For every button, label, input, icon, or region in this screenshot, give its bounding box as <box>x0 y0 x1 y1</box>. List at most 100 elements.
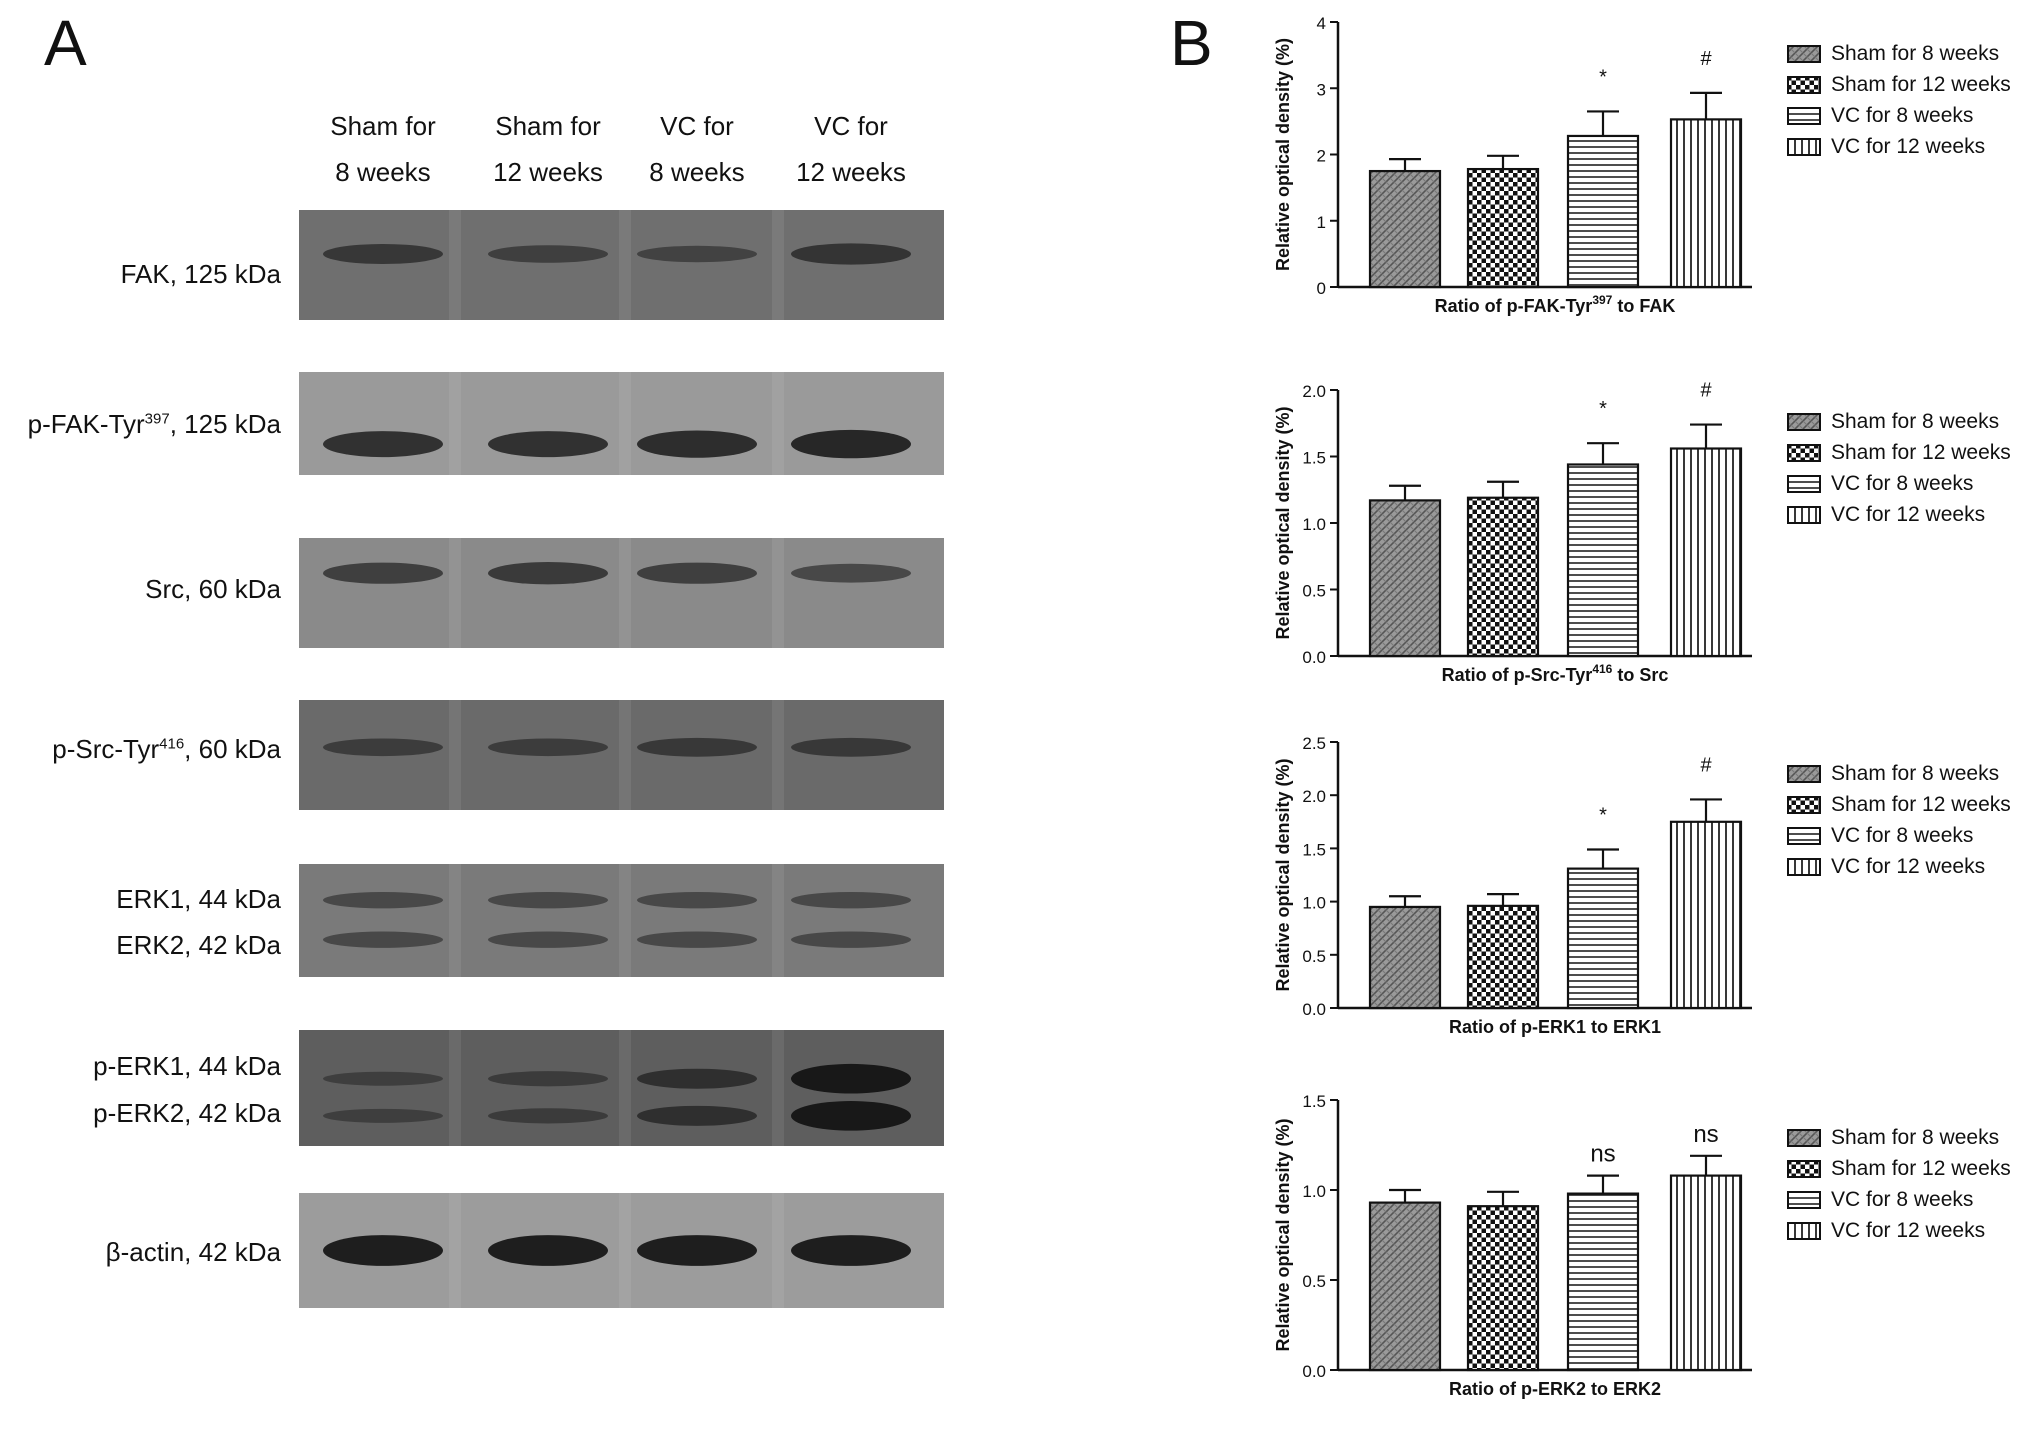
lane-gap <box>772 210 784 320</box>
lane-gap <box>449 1193 461 1308</box>
legend-label: VC for 12 weeks <box>1831 134 1986 158</box>
legend-swatch <box>1787 795 1821 814</box>
significance-label: # <box>1700 48 1712 70</box>
lane-label: VC for 12 weeks <box>761 103 941 195</box>
y-tick-label: 4 <box>1317 14 1326 33</box>
bar <box>1466 904 1540 1010</box>
chart-legend: Sham for 8 weeks Sham for 12 weeks VC for … <box>1787 38 2011 162</box>
blot-band <box>637 430 757 458</box>
blot-label-sup: 397 <box>144 410 170 428</box>
x-axis-label: Ratio of p-Src-Tyr416 to Src <box>1442 662 1669 685</box>
y-axis-label: Relative optical density (%) <box>1273 1118 1293 1351</box>
blot-band <box>323 1235 443 1266</box>
blot-background <box>299 538 944 648</box>
blot-band <box>637 891 757 909</box>
legend-item: VC for 12 weeks <box>1787 851 2011 882</box>
y-tick-label: 0.0 <box>1302 1000 1326 1019</box>
blot-image <box>299 372 944 475</box>
x-axis-label-text: Ratio of p-FAK-Tyr <box>1435 296 1593 316</box>
bar <box>1566 463 1640 658</box>
lane-label: VC for 8 weeks <box>607 103 787 195</box>
lane-gap <box>449 538 461 648</box>
y-tick-label: 0 <box>1317 279 1326 298</box>
legend-swatch <box>1787 412 1821 431</box>
chart-legend: Sham for 8 weeks Sham for 12 weeks VC for … <box>1787 758 2011 882</box>
blot-label-text: p-ERK2, 42 kDa <box>93 1098 281 1128</box>
lane-gap <box>449 1030 461 1146</box>
legend-swatch <box>1787 1128 1821 1147</box>
x-axis-label-sup: 397 <box>1592 293 1612 307</box>
blot-background <box>299 864 944 977</box>
legend-label: VC for 12 weeks <box>1831 854 1986 878</box>
blot-band <box>637 1235 757 1266</box>
blot-band <box>791 1101 911 1131</box>
lane-gap <box>619 864 631 977</box>
blot-image <box>299 1030 944 1146</box>
bar <box>1669 1174 1743 1372</box>
lane-gap <box>449 210 461 320</box>
lane-gap <box>619 538 631 648</box>
blot-label-text: p-Src-Tyr <box>52 734 160 764</box>
legend-item: Sham for 12 weeks <box>1787 1153 2011 1184</box>
legend-item: Sham for 8 weeks <box>1787 1122 2011 1153</box>
y-tick-label: 1 <box>1317 213 1326 232</box>
significance-label: ns <box>1693 1121 1718 1148</box>
significance-label: # <box>1700 754 1712 776</box>
blot-band <box>791 243 911 265</box>
panel-b-letter: B <box>1170 7 1213 79</box>
blot-band <box>637 245 757 263</box>
legend-swatch <box>1787 764 1821 783</box>
lane-label-line2: 12 weeks <box>796 157 906 187</box>
blot-band <box>791 1063 911 1094</box>
blot-band <box>791 891 911 909</box>
y-tick-label: 0.0 <box>1302 648 1326 667</box>
blot-band <box>637 1105 757 1126</box>
chart-legend: Sham for 8 weeks Sham for 12 weeks VC for … <box>1787 1122 2011 1246</box>
significance-label: * <box>1599 398 1607 420</box>
bar <box>1669 820 1743 1010</box>
y-axis-label: Relative optical density (%) <box>1273 406 1293 639</box>
legend-label: Sham for 12 weeks <box>1831 792 2011 816</box>
lane-label-line1: Sham for <box>330 111 436 141</box>
x-axis-label-tail: to Src <box>1612 665 1668 685</box>
y-tick-label: 1.5 <box>1302 1092 1326 1111</box>
blot-band <box>791 737 911 757</box>
y-axis-label: Relative optical density (%) <box>1273 38 1293 271</box>
y-tick-label: 0.5 <box>1302 947 1326 966</box>
significance-label: # <box>1700 380 1712 402</box>
blot-band <box>323 931 443 948</box>
legend-swatch <box>1787 1221 1821 1240</box>
blot-band <box>488 1071 608 1087</box>
blot-label-tail: , 60 kDa <box>184 734 281 764</box>
legend-swatch <box>1787 137 1821 156</box>
bar <box>1368 1201 1442 1372</box>
legend-label: Sham for 8 weeks <box>1831 1125 2000 1149</box>
blot-image <box>299 538 944 648</box>
lane-label-line1: VC for <box>814 111 888 141</box>
lane-label: Sham for 8 weeks <box>293 103 473 195</box>
legend-label: VC for 8 weeks <box>1831 471 1974 495</box>
blot-label: ERK2, 42 kDa <box>116 930 281 961</box>
blot-label: p-ERK1, 44 kDa <box>93 1051 281 1082</box>
legend-swatch <box>1787 106 1821 125</box>
y-tick-label: 1.5 <box>1302 840 1326 859</box>
legend-label: VC for 8 weeks <box>1831 103 1974 127</box>
y-tick-label: 1.0 <box>1302 894 1326 913</box>
legend-swatch <box>1787 474 1821 493</box>
blot-band <box>637 1068 757 1089</box>
legend-swatch <box>1787 1159 1821 1178</box>
lane-gap <box>449 864 461 977</box>
lane-label-line2: 8 weeks <box>649 157 745 187</box>
blot-label-text: ERK2, 42 kDa <box>116 930 281 960</box>
legend-label: Sham for 12 weeks <box>1831 72 2011 96</box>
legend-item: VC for 8 weeks <box>1787 468 2011 499</box>
x-axis-label-text: Ratio of p-Src-Tyr <box>1442 665 1593 685</box>
y-tick-label: 2.0 <box>1302 382 1326 401</box>
legend-label: VC for 12 weeks <box>1831 1218 1986 1242</box>
blot-image <box>299 700 944 810</box>
blot-label-text: p-FAK-Tyr <box>27 409 145 439</box>
legend-item: VC for 8 weeks <box>1787 820 2011 851</box>
blot-image <box>299 864 944 977</box>
legend-item: VC for 12 weeks <box>1787 1215 2011 1246</box>
legend-swatch <box>1787 1190 1821 1209</box>
